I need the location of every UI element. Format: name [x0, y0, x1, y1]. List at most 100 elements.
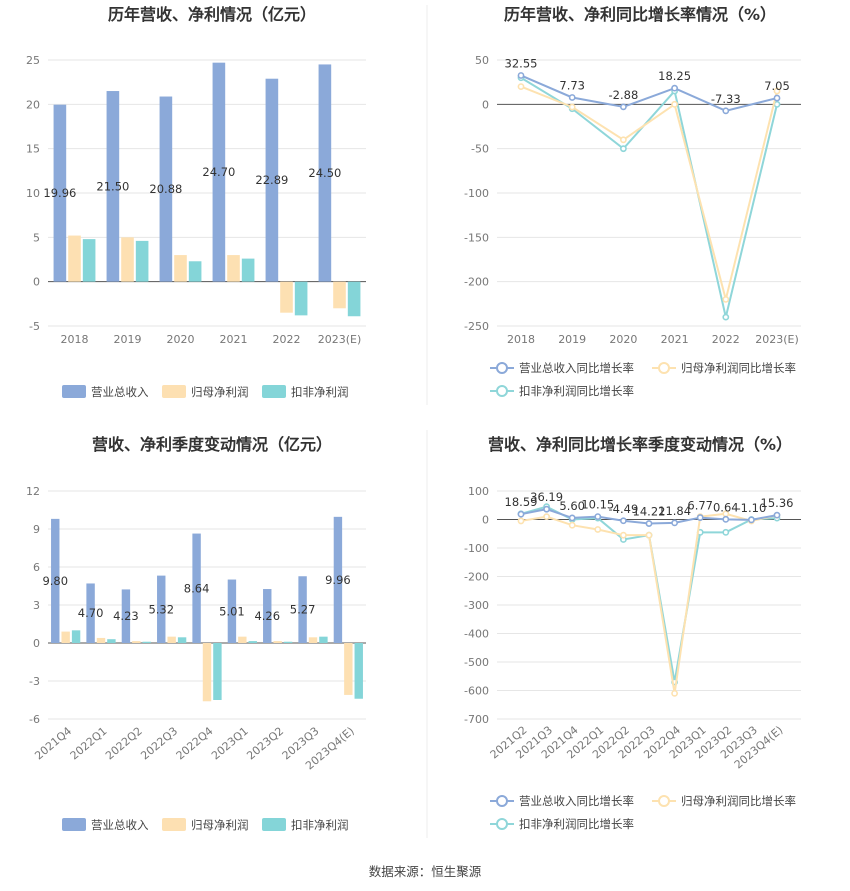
legend-item-1[interactable]: 营业总收入	[62, 385, 149, 399]
series-point-1-11	[773, 511, 781, 519]
y-tick-label: 20	[26, 98, 40, 111]
line-data-label: -1.10	[737, 501, 767, 515]
x-tick-label: 2021Q4	[32, 724, 74, 762]
series-point-1-2	[568, 94, 576, 101]
bar-2-2	[96, 637, 106, 643]
y-tick-label: -400	[464, 628, 489, 641]
series-point-2-1	[517, 83, 525, 90]
series-point-1-5	[620, 517, 627, 525]
legend-label: 营业总收入	[91, 385, 149, 399]
chart-panel-1: 历年营收、净利情况（亿元） -5 0 5 10 15 20 25 2018 2019 2020 202…	[26, 5, 366, 399]
line-data-label: -7.33	[711, 92, 741, 106]
bar-data-label: 9.80	[42, 574, 68, 588]
y-tick-label: -200	[464, 571, 489, 584]
series-point-1-10	[748, 516, 755, 524]
series-point-2-1	[517, 517, 525, 525]
y-tick-label: -100	[464, 187, 489, 200]
line-data-label: 0.64	[713, 500, 739, 514]
x-tick-label: 2022Q4	[174, 724, 216, 762]
legend-marker	[496, 795, 508, 807]
legend-item-3[interactable]: 扣非净利润同比增长率	[490, 817, 634, 831]
legend-swatch	[162, 385, 186, 398]
chart-title: 历年营收、净利情况（亿元）	[108, 5, 316, 24]
chart-title: 历年营收、净利同比增长率情况（%）	[504, 5, 776, 24]
bar-3-2	[107, 639, 116, 643]
series-point-2-6	[773, 87, 781, 95]
series-line-2	[520, 85, 778, 300]
bar-2-1	[61, 631, 70, 643]
bar-data-label: 5.01	[219, 604, 245, 618]
series-point-3-9	[722, 528, 730, 536]
line-data-label: -4.49	[609, 502, 639, 516]
legend-marker	[496, 385, 508, 397]
bar-1-6	[318, 64, 332, 282]
y-tick-label: 9	[33, 523, 40, 536]
series-point-1-4	[594, 513, 602, 521]
legend-item-3[interactable]: 扣非净利润	[262, 385, 349, 399]
legend-label: 营业总收入同比增长率	[519, 361, 634, 375]
legend-item-3[interactable]: 扣非净利润同比增长率	[490, 384, 634, 398]
series-point-1-4	[671, 84, 678, 92]
series-point-1-2	[543, 505, 550, 513]
series-point-2-5	[620, 531, 627, 539]
y-tick-label: 6	[33, 561, 40, 574]
y-tick-label: 100	[468, 485, 489, 498]
bar-data-label: 4.23	[113, 609, 139, 623]
y-tick-label: -700	[464, 713, 489, 726]
bar-2-5	[280, 281, 293, 313]
bar-3-2	[135, 240, 149, 282]
series-point-3-5	[722, 313, 730, 321]
series-point-1-5	[722, 107, 730, 115]
bar-3-6	[347, 281, 361, 317]
chart-title: 营收、净利同比增长率季度变动情况（%）	[488, 435, 792, 454]
legend-item-2[interactable]: 归母净利润同比增长率	[652, 794, 796, 808]
y-tick-label: 10	[26, 187, 40, 200]
y-tick-label: -500	[464, 656, 489, 669]
legend-item-1[interactable]: 营业总收入同比增长率	[490, 794, 634, 808]
bar-3-3	[142, 641, 151, 643]
x-tick-label: 2021	[220, 333, 248, 346]
legend-item-1[interactable]: 营业总收入	[62, 818, 149, 832]
bar-1-3	[159, 96, 173, 282]
y-tick-label: -5	[29, 320, 40, 333]
legend-item-2[interactable]: 归母净利润同比增长率	[652, 361, 796, 375]
legend-item-3[interactable]: 扣非净利润	[262, 818, 349, 832]
line-data-label: 18.25	[658, 69, 691, 83]
bar-data-label: 4.26	[254, 609, 280, 623]
y-tick-label: -50	[471, 143, 489, 156]
y-tick-label: -150	[464, 231, 489, 244]
bar-3-3	[188, 261, 202, 282]
bar-3-1	[82, 239, 96, 282]
line-data-label: 7.05	[764, 79, 790, 93]
x-tick-label: 2022Q1	[68, 724, 110, 762]
bar-3-8	[319, 636, 328, 643]
bar-data-label: 20.88	[149, 182, 182, 196]
bar-1-3	[121, 589, 131, 643]
bar-3-6	[248, 641, 257, 643]
legend-label: 归母净利润	[191, 818, 249, 832]
line-data-label: 10.15	[581, 498, 614, 512]
y-tick-label: -200	[464, 276, 489, 289]
bar-data-label: 5.27	[290, 603, 316, 617]
legend-swatch	[62, 818, 86, 831]
series-point-2-4	[671, 100, 678, 108]
bar-2-1	[68, 235, 81, 282]
x-tick-label: 2021	[661, 333, 689, 346]
series-point-2-7	[671, 689, 678, 697]
chart-title: 营收、净利季度变动情况（亿元）	[92, 435, 332, 454]
legend-item-2[interactable]: 归母净利润	[162, 818, 249, 832]
legend-marker	[658, 795, 670, 807]
bar-3-5	[213, 643, 222, 700]
bar-2-7	[273, 641, 282, 643]
legend-swatch	[62, 385, 86, 398]
legend-item-2[interactable]: 归母净利润	[162, 385, 249, 399]
series-point-2-4	[594, 526, 602, 533]
x-tick-label: 2019	[114, 333, 142, 346]
y-tick-label: 0	[482, 514, 489, 527]
legend-swatch	[262, 818, 286, 831]
legend-label: 扣非净利润同比增长率	[519, 817, 634, 831]
legend-item-1[interactable]: 营业总收入同比增长率	[490, 361, 634, 375]
bar-2-3	[132, 641, 141, 643]
chart-panel-4: 营收、净利同比增长率季度变动情况（%） -700 -600 -500 -400 -300 -…	[464, 435, 801, 831]
bar-3-4	[241, 258, 255, 282]
